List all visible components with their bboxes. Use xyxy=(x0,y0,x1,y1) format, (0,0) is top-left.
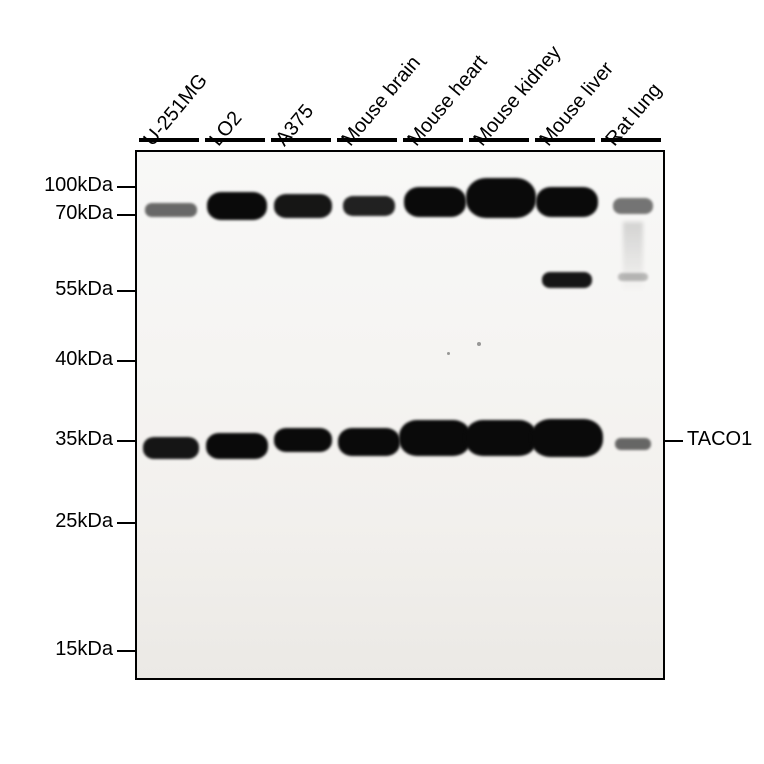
marker-tick xyxy=(117,650,135,652)
lane-label: A375 xyxy=(271,100,319,151)
band xyxy=(343,196,395,216)
band xyxy=(404,187,466,217)
marker-label: 15kDa xyxy=(55,638,113,661)
marker-label: 25kDa xyxy=(55,510,113,533)
target-label: TACO1 xyxy=(687,428,752,451)
marker-tick xyxy=(117,290,135,292)
marker-tick xyxy=(117,522,135,524)
marker-tick xyxy=(117,214,135,216)
band xyxy=(274,194,332,218)
band xyxy=(465,420,537,456)
band xyxy=(531,419,603,457)
band xyxy=(613,198,653,214)
target-tick xyxy=(665,440,683,442)
blot-frame xyxy=(135,150,665,680)
western-blot: U-251MGLO2A375Mouse brainMouse heartMous… xyxy=(135,150,665,680)
band xyxy=(274,428,332,452)
noise-spec xyxy=(447,352,450,355)
marker-tick xyxy=(117,440,135,442)
marker-label: 70kDa xyxy=(55,202,113,225)
band xyxy=(145,203,197,217)
band xyxy=(399,420,471,456)
marker-label: 55kDa xyxy=(55,278,113,301)
noise-spec xyxy=(477,342,481,346)
marker-label: 35kDa xyxy=(55,428,113,451)
streak xyxy=(623,222,643,292)
marker-label: 100kDa xyxy=(44,174,113,197)
marker-tick xyxy=(117,186,135,188)
marker-tick xyxy=(117,360,135,362)
band xyxy=(206,433,268,459)
band xyxy=(338,428,400,456)
band xyxy=(542,272,592,288)
band xyxy=(536,187,598,217)
band xyxy=(143,437,199,459)
band xyxy=(615,438,651,450)
marker-label: 40kDa xyxy=(55,348,113,371)
band xyxy=(207,192,267,220)
band xyxy=(466,178,536,218)
lane-label: LO2 xyxy=(205,107,247,151)
